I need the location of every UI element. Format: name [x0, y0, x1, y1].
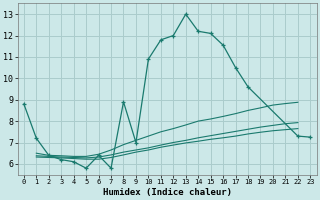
X-axis label: Humidex (Indice chaleur): Humidex (Indice chaleur) [103, 188, 232, 197]
